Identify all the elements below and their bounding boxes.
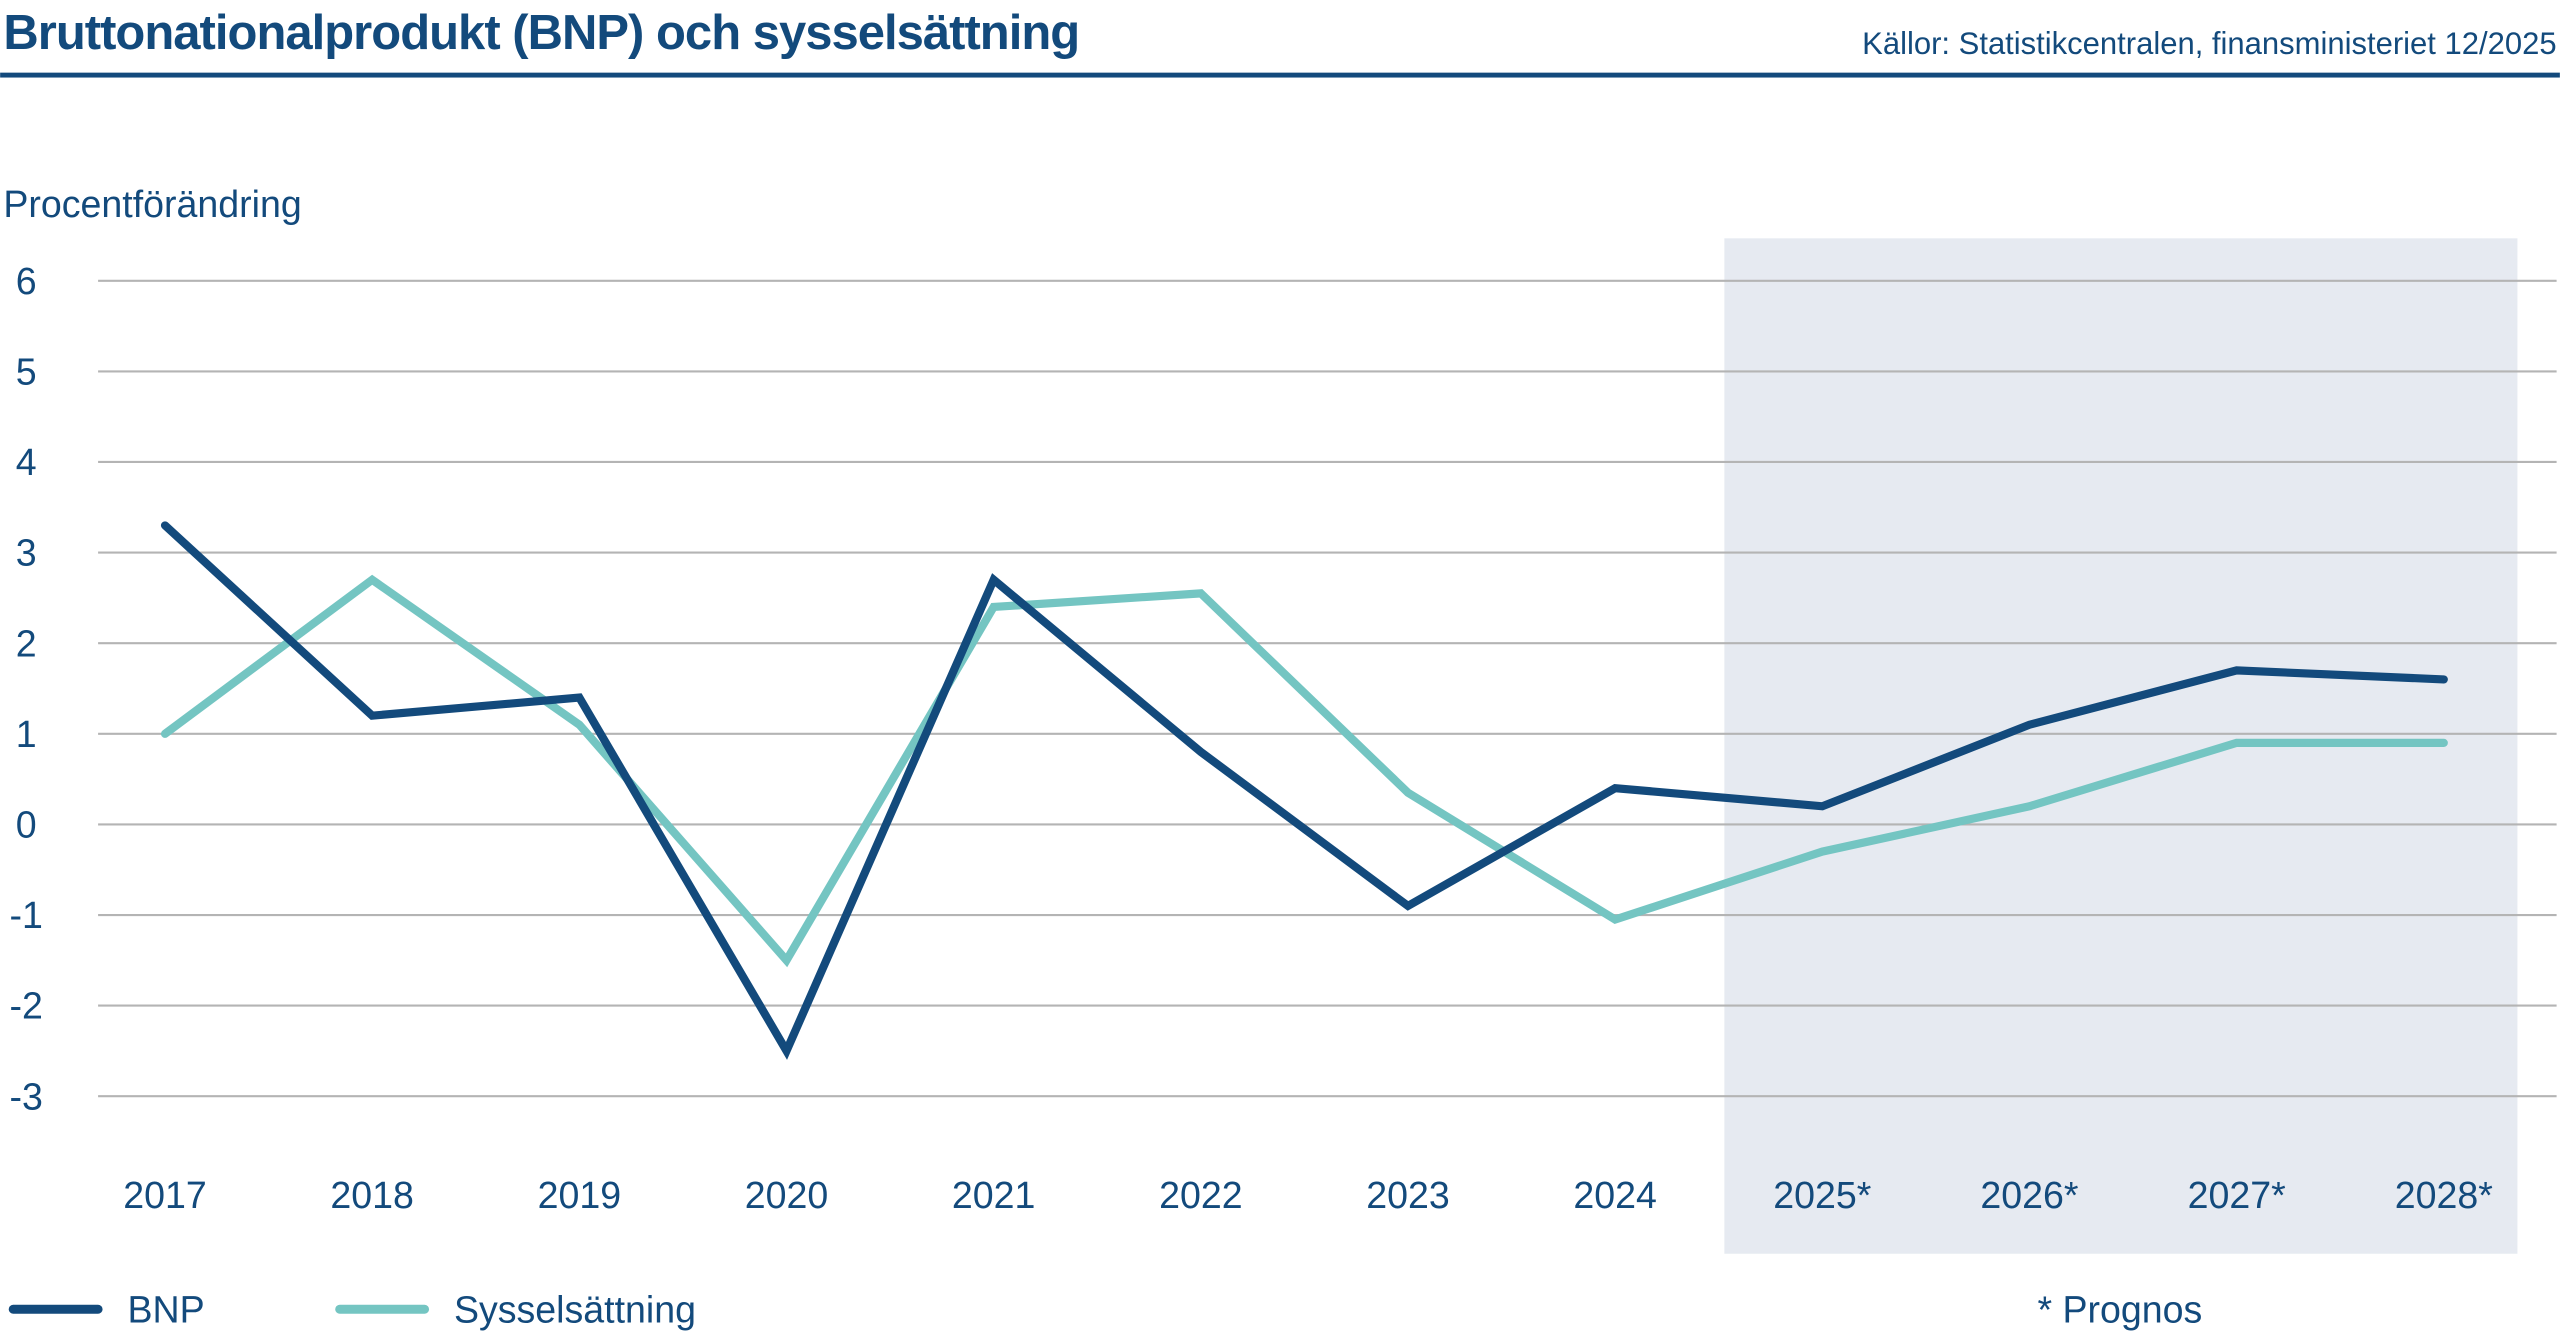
forecast-note: * Prognos [2037,1288,2202,1330]
x-tick-label: 2028* [2395,1174,2493,1216]
y-tick-label: -3 [10,1075,43,1117]
y-tick-label: 5 [16,350,37,392]
x-tick-label: 2017 [123,1174,207,1216]
x-tick-label: 2021 [952,1174,1036,1216]
x-tick-label: 2025* [1773,1174,1871,1216]
x-tick-label: 2027* [2188,1174,2286,1216]
series-line-bnp [160,521,2448,1060]
chart-title: Bruttonationalprodukt (BNP) och sysselsä… [3,6,1079,60]
x-tick-label: 2018 [330,1174,414,1216]
legend-label: Sysselsättning [454,1288,696,1330]
y-tick-label: 2 [16,622,37,664]
legend-label: BNP [127,1288,204,1330]
source-note: Källor: Statistikcentralen, finansminist… [1862,26,2556,61]
y-tick-label: 0 [16,803,37,845]
title-rule [0,72,2560,78]
x-tick-label: 2026* [1980,1174,2078,1216]
y-tick-label: -1 [10,894,43,936]
y-tick-label: 1 [16,713,37,755]
y-tick-label: 3 [16,532,37,574]
y-axis-label: Procentförändring [3,183,301,225]
x-tick-label: 2022 [1159,1174,1243,1216]
x-tick-label: 2024 [1573,1174,1657,1216]
x-tick-label: 2019 [538,1174,621,1216]
x-tick-label: 2023 [1366,1174,1450,1216]
y-tick-label: -2 [10,985,43,1027]
x-tick-label: 2020 [745,1174,829,1216]
y-tick-label: 6 [16,260,37,302]
y-tick-label: 4 [16,441,37,483]
